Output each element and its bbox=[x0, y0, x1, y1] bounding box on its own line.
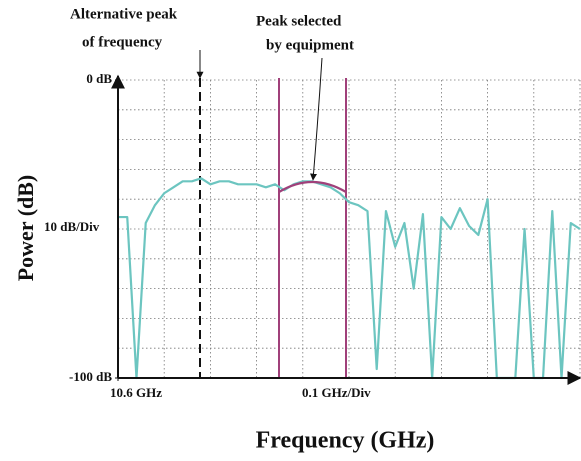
y-tick-label: -100 dB bbox=[69, 369, 112, 384]
x-tick-label: 10.6 GHz bbox=[110, 385, 162, 400]
selected-peak-arc bbox=[278, 181, 347, 193]
annotation: Peak selected bbox=[256, 13, 342, 29]
annotation: Alternative peak bbox=[70, 6, 178, 22]
y-axis-title: Power (dB) bbox=[13, 175, 38, 282]
grid bbox=[118, 79, 581, 378]
annotation-arrow bbox=[310, 57, 323, 181]
annotation: by equipment bbox=[266, 37, 354, 53]
x-axis-title: Frequency (GHz) bbox=[256, 428, 435, 454]
y-tick-label: 0 dB bbox=[86, 71, 112, 86]
y-division-label: 10 dB/Div bbox=[44, 219, 100, 234]
annotation: of frequency bbox=[82, 34, 163, 50]
x-division-label: 0.1 GHz/Div bbox=[302, 385, 371, 400]
